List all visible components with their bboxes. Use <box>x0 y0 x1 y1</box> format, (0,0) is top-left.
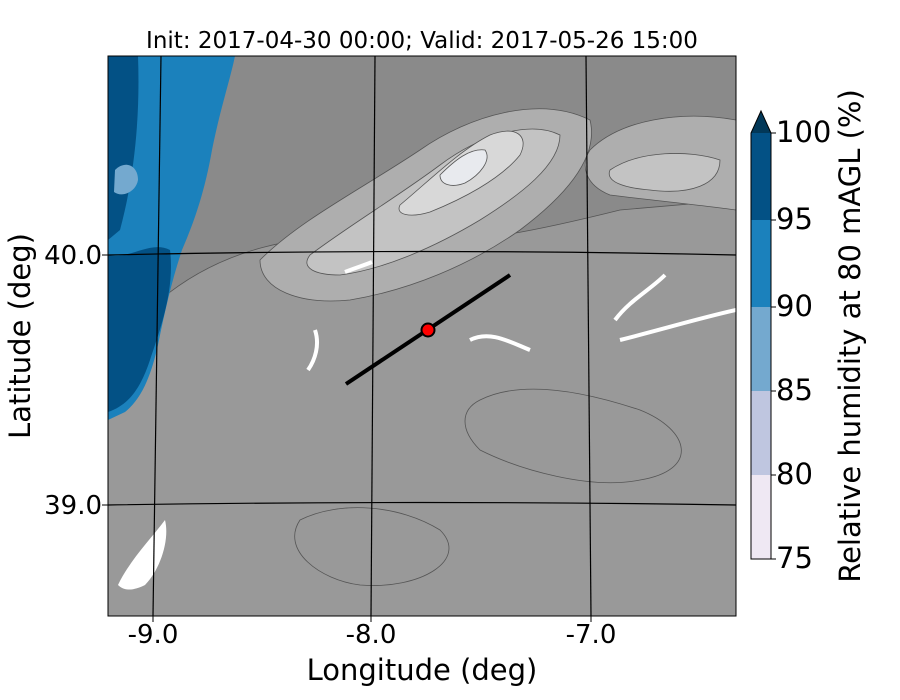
map-panel <box>108 56 736 616</box>
x-tick-label: -8.0 <box>346 620 397 650</box>
colorbar-band-85-90 <box>751 307 771 391</box>
site-marker <box>420 322 436 338</box>
graticule-parallel <box>108 501 736 506</box>
colorbar-tick-label: 75 <box>776 541 813 575</box>
colorbar-tick-label: 100 <box>776 115 831 149</box>
y-axis: 40.0 39.0 Latitude (deg) <box>3 233 108 521</box>
river-valley <box>306 260 736 372</box>
colorbar-label: Relative humidity at 80 mAGL (%) <box>833 89 867 583</box>
land-contour-region <box>464 388 682 483</box>
colorbar-band-90-95 <box>751 220 771 307</box>
graticule-meridian <box>585 56 592 616</box>
colorbar-band-75-80 <box>751 475 771 559</box>
graticule-meridian <box>370 56 376 616</box>
x-tick-label: -7.0 <box>566 620 617 650</box>
graticule-parallel <box>108 250 736 256</box>
colorbar-tick-label: 90 <box>776 289 813 323</box>
colorbar: 75 80 85 90 95 100 Relative humidity at … <box>750 89 867 583</box>
x-tick-label: -9.0 <box>128 620 179 650</box>
x-axis-label: Longitude (deg) <box>307 653 538 687</box>
ocean-low-humidity-patch <box>114 164 138 195</box>
colorbar-extend-arrow <box>751 111 771 133</box>
y-axis-label: Latitude (deg) <box>3 233 37 439</box>
colorbar-band-95-100 <box>751 133 771 220</box>
ocean-saturated <box>108 56 171 412</box>
colorbar-outline <box>750 109 772 560</box>
colorbar-tick-label: 95 <box>776 202 813 236</box>
y-tick-label: 40.0 <box>44 241 102 271</box>
y-tick-label: 39.0 <box>44 491 102 521</box>
graticule-meridian <box>152 56 162 616</box>
x-axis: -9.0 -8.0 -7.0 Longitude (deg) <box>128 616 617 687</box>
colorbar-tick-label: 80 <box>776 457 813 491</box>
highland-contour <box>608 153 721 192</box>
colorbar-tick-label: 85 <box>776 373 813 407</box>
colorbar-band-80-85 <box>751 391 771 475</box>
mountain-contour <box>439 149 488 186</box>
map-frame <box>107 55 737 617</box>
plot-title: Init: 2017-04-30 00:00; Valid: 2017-05-2… <box>146 28 698 54</box>
